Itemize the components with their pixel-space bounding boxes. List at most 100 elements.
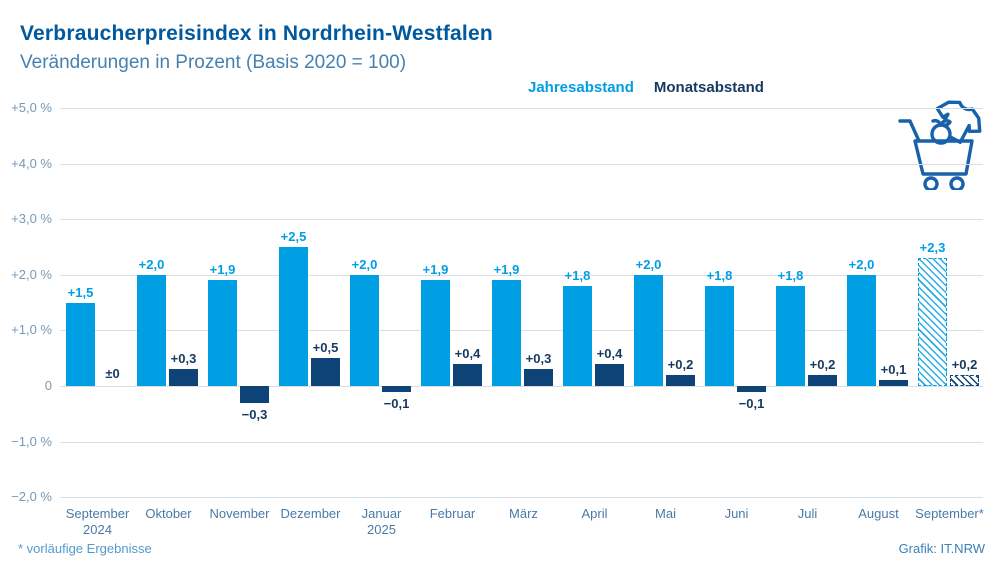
gridline: [60, 497, 983, 499]
x-axis-label-september: September 2024: [60, 506, 135, 538]
x-axis-label-juli: Juli: [770, 506, 845, 522]
bar-jahresabstand-juli: [776, 285, 805, 386]
y-axis-tick-label: +5,0 %: [11, 100, 52, 115]
y-axis-tick-label: −1,0 %: [11, 433, 52, 449]
month-name: Dezember: [280, 506, 341, 521]
x-axis-label-märz: März: [486, 506, 561, 522]
bar-monatsabstand-juni: [737, 386, 766, 392]
bar-jahresabstand-oktober: [137, 274, 166, 386]
plot-area: +5,0 % +4,0 % +3,0 % +2,0 % +1,0 % 0 −1,0 % −2,…: [11, 100, 984, 537]
bar-value-label: +2,0: [138, 256, 165, 272]
credit: Grafik: IT.NRW: [898, 541, 985, 556]
bar-jahresabstand-januar: [350, 274, 379, 386]
month-name: August: [858, 506, 899, 521]
month-year: 2024: [83, 522, 112, 537]
legend-item-jahresabstand: Jahresabstand: [528, 79, 634, 96]
cart-basket-icon: [913, 139, 974, 176]
bar-monatsabstand-dezember: [311, 358, 340, 386]
legend-item-monatsabstand: Monatsabstand: [653, 79, 764, 96]
bar-value-label: −0,1: [383, 395, 410, 411]
gridline: [60, 386, 983, 387]
bar-monatsabstand-februar: [453, 363, 482, 386]
bar-jahresabstand-september-: [918, 258, 947, 386]
bar-monatsabstand-august: [879, 380, 908, 386]
bar-value-label: −0,3: [241, 406, 268, 422]
bar-monatsabstand-september-: [950, 374, 979, 386]
x-axis-label-februar: Februar: [415, 506, 490, 522]
bar-jahresabstand-april: [563, 285, 592, 386]
month-name: November: [209, 506, 270, 521]
bar-value-label: ±0: [105, 366, 120, 381]
bar-monatsabstand-märz: [524, 369, 553, 386]
month-name: April: [581, 506, 608, 521]
bar-value-label: +1,9: [422, 262, 449, 278]
footnote: * vorläufige Ergebnisse: [18, 541, 152, 556]
bar-jahresabstand-februar: [421, 280, 450, 386]
bar-value-label: +2,0: [351, 256, 378, 272]
bar-monatsabstand-januar: [382, 386, 411, 392]
month-name: Oktober: [145, 506, 192, 521]
y-axis-tick-label: +1,0 %: [11, 322, 52, 338]
bar-value-label: +1,8: [564, 267, 591, 283]
bar-monatsabstand-juli: [808, 374, 837, 386]
bar-value-label: +2,0: [848, 256, 875, 272]
bar-value-label: +0,1: [880, 362, 907, 378]
bar-value-label: +2,5: [280, 229, 307, 244]
x-axis-label-oktober: Oktober: [131, 506, 206, 522]
legend: Jahresabstand Monatsabstand: [528, 79, 764, 96]
bar-monatsabstand-november: [240, 386, 269, 403]
bar-value-label: +1,5: [67, 284, 94, 300]
y-axis-tick-label: +2,0 %: [11, 266, 52, 282]
x-axis-label-november: November: [202, 506, 277, 522]
gridline: [60, 219, 983, 221]
y-axis-tick-label: +4,0 %: [11, 155, 52, 171]
bar-jahresabstand-dezember: [279, 247, 308, 386]
gridline: [60, 274, 983, 276]
shopping-basket-icon: [893, 92, 993, 192]
bar-value-label: +0,3: [170, 351, 197, 367]
cart-handle-icon: [898, 119, 921, 143]
bar-value-label: +1,9: [493, 262, 520, 278]
bar-value-label: +0,2: [951, 356, 978, 372]
bar-jahresabstand-august: [847, 274, 876, 386]
month-name: Mai: [655, 506, 676, 521]
page-subtitle: Veränderungen in Prozent (Basis 2020 = 1…: [20, 52, 407, 73]
x-axis-label-september-: September*: [912, 506, 987, 522]
bar-value-label: −0,1: [738, 395, 765, 411]
y-axis-tick-label: 0: [44, 378, 52, 393]
bar-monatsabstand-mai: [666, 374, 695, 386]
y-axis-tick-label: +3,0 %: [11, 211, 52, 227]
month-name: September*: [915, 506, 984, 521]
apple-icon: [930, 118, 952, 145]
gridline: [60, 330, 983, 332]
bar-monatsabstand-april: [595, 363, 624, 386]
bar-value-label: +2,3: [919, 240, 946, 256]
month-name: Februar: [429, 506, 476, 521]
gridline: [60, 441, 983, 443]
bar-value-label: +0,2: [809, 356, 836, 372]
bar-jahresabstand-september: [66, 302, 95, 386]
bar-value-label: +2,0: [635, 256, 662, 272]
x-axis-label-august: August: [841, 506, 916, 522]
bar-monatsabstand-oktober: [169, 369, 198, 386]
x-axis-label-dezember: Dezember: [273, 506, 348, 522]
x-axis-label-april: April: [557, 506, 632, 522]
bar-value-label: +1,9: [209, 262, 236, 278]
page-title: Verbraucherpreisindex in Nordrhein-Westf…: [20, 22, 493, 45]
bar-jahresabstand-mai: [634, 274, 663, 386]
bar-value-label: +0,5: [312, 340, 339, 356]
bar-jahresabstand-juni: [705, 285, 734, 386]
month-name: März: [509, 506, 538, 521]
bar-value-label: +0,4: [454, 345, 481, 361]
bar-value-label: +0,4: [596, 345, 623, 361]
bar-value-label: +0,2: [667, 356, 694, 372]
bar-value-label: +1,8: [706, 267, 733, 283]
month-name: Juni: [724, 506, 749, 521]
bar-value-label: +0,3: [525, 351, 552, 367]
month-name: Juli: [797, 506, 818, 521]
bar-value-label: +1,8: [777, 267, 804, 283]
x-axis-label-mai: Mai: [628, 506, 703, 522]
gridline: [60, 163, 983, 165]
tshirt-icon: [935, 100, 982, 144]
